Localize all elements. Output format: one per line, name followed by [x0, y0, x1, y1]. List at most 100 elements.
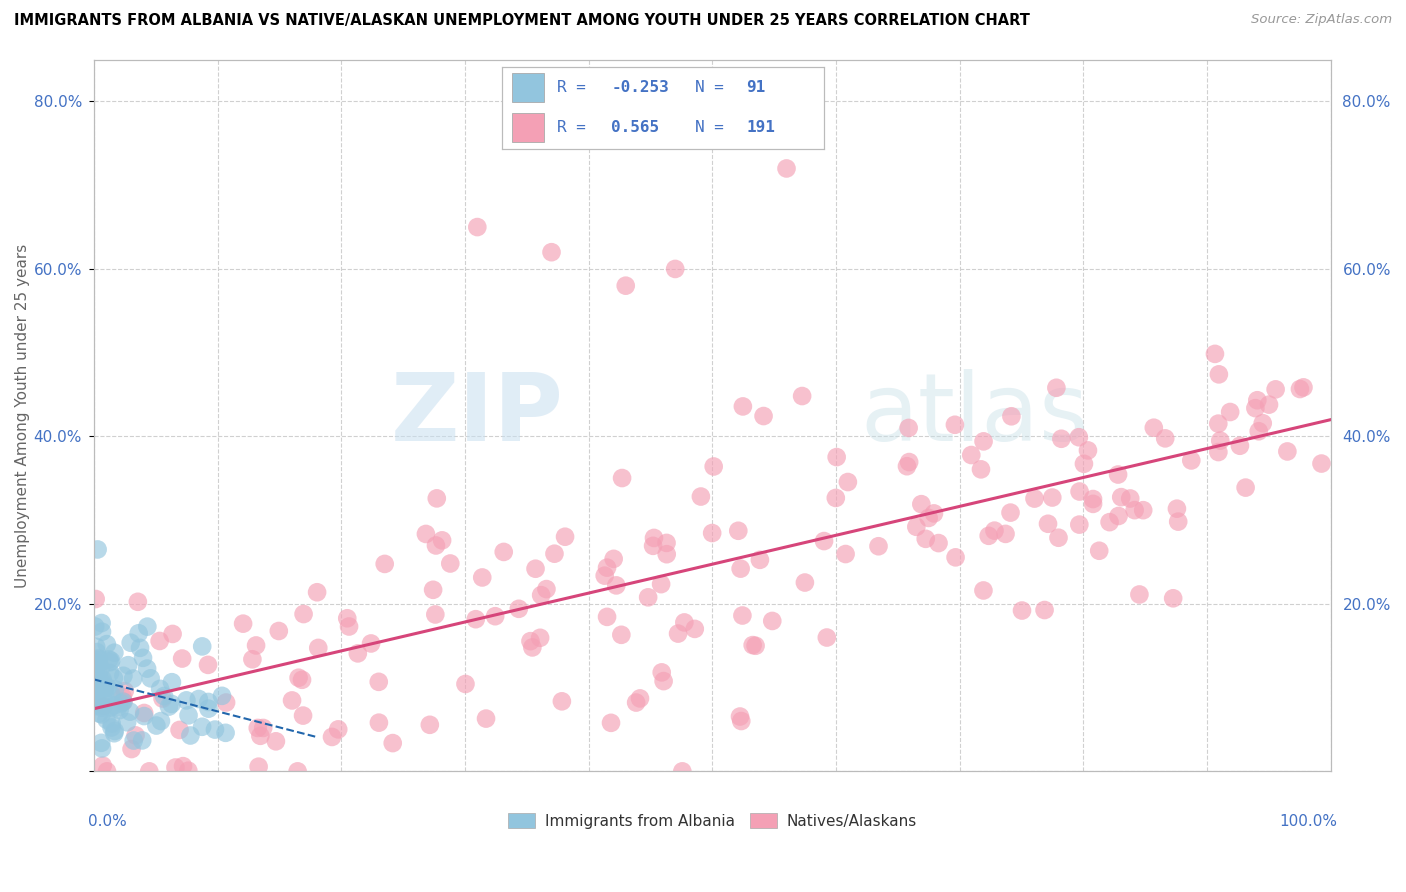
- Point: [1209, 434, 1232, 448]
- Point: [90, 615, 112, 630]
- Point: [1000, 506, 1022, 520]
- Point: [115, 715, 138, 730]
- Point: [86, 656, 108, 670]
- Point: [1251, 416, 1274, 430]
- Point: [628, 691, 651, 706]
- Point: [793, 575, 815, 590]
- Point: [90, 736, 112, 750]
- Point: [139, 671, 162, 685]
- Point: [86, 693, 108, 707]
- Point: [84, 699, 107, 714]
- Point: [596, 610, 619, 624]
- Point: [652, 674, 675, 689]
- Point: [84, 640, 107, 654]
- Point: [1081, 491, 1104, 506]
- Point: [87, 651, 110, 665]
- Point: [131, 733, 153, 747]
- Point: [321, 730, 343, 744]
- Point: [197, 701, 219, 715]
- Point: [1154, 431, 1177, 445]
- Point: [1123, 503, 1146, 517]
- Y-axis label: Unemployment Among Youth under 25 years: Unemployment Among Youth under 25 years: [15, 244, 30, 588]
- Point: [650, 577, 672, 591]
- Point: [666, 626, 689, 640]
- Point: [160, 675, 183, 690]
- Point: [112, 669, 135, 683]
- Point: [91, 673, 114, 687]
- Point: [983, 524, 1005, 538]
- Point: [1119, 491, 1142, 506]
- Point: [1132, 503, 1154, 517]
- Point: [94, 681, 117, 696]
- Point: [702, 526, 724, 541]
- Point: [84, 689, 107, 703]
- Point: [664, 262, 686, 277]
- Point: [671, 764, 693, 779]
- Point: [994, 527, 1017, 541]
- Point: [425, 607, 447, 622]
- Point: [267, 624, 290, 638]
- Point: [834, 547, 856, 561]
- Point: [917, 511, 939, 525]
- Point: [1073, 457, 1095, 471]
- Point: [1277, 444, 1299, 458]
- Point: [87, 684, 110, 698]
- Point: [179, 729, 201, 743]
- Point: [728, 709, 751, 723]
- Point: [100, 721, 122, 735]
- Point: [172, 651, 194, 665]
- Point: [655, 536, 678, 550]
- Point: [90, 661, 112, 675]
- Point: [610, 628, 633, 642]
- Point: [1204, 347, 1226, 361]
- Point: [84, 657, 107, 671]
- Point: [177, 764, 200, 778]
- Point: [100, 654, 122, 668]
- Point: [94, 688, 117, 702]
- Point: [536, 582, 558, 596]
- Point: [346, 646, 368, 660]
- Point: [103, 726, 125, 740]
- Point: [1161, 591, 1184, 606]
- Point: [211, 689, 233, 703]
- Point: [84, 690, 107, 705]
- Point: [1050, 432, 1073, 446]
- Point: [176, 693, 198, 707]
- Point: [1289, 382, 1312, 396]
- Point: [897, 421, 920, 435]
- Point: [177, 708, 200, 723]
- Point: [132, 709, 155, 723]
- Point: [93, 679, 115, 693]
- Point: [1024, 491, 1046, 506]
- Text: Source: ZipAtlas.com: Source: ZipAtlas.com: [1251, 13, 1392, 27]
- Point: [104, 682, 127, 697]
- Point: [824, 491, 846, 505]
- Point: [655, 547, 678, 561]
- Point: [93, 699, 115, 714]
- Point: [157, 699, 180, 714]
- Point: [430, 533, 453, 548]
- Point: [643, 539, 665, 553]
- Point: [1143, 421, 1166, 435]
- Point: [1264, 382, 1286, 396]
- Point: [1292, 380, 1315, 394]
- Point: [593, 568, 616, 582]
- Point: [524, 562, 547, 576]
- Point: [1167, 515, 1189, 529]
- Point: [624, 696, 647, 710]
- Point: [381, 736, 404, 750]
- Point: [1036, 516, 1059, 531]
- Point: [245, 639, 267, 653]
- Point: [519, 634, 541, 648]
- Point: [464, 612, 486, 626]
- Point: [614, 278, 637, 293]
- Point: [602, 552, 624, 566]
- Point: [136, 662, 159, 676]
- Point: [484, 609, 506, 624]
- Point: [1107, 467, 1129, 482]
- Point: [100, 700, 122, 714]
- Point: [165, 760, 187, 774]
- Point: [292, 607, 315, 621]
- Point: [425, 539, 447, 553]
- Point: [748, 553, 770, 567]
